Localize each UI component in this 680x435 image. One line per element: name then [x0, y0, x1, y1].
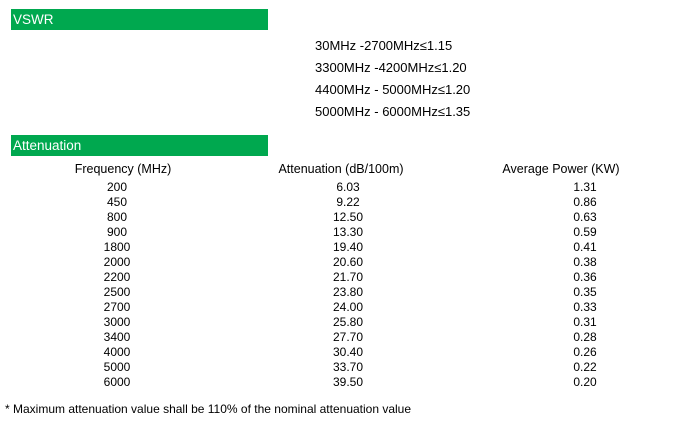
cell-average-power: 0.36	[573, 270, 597, 284]
vswr-spec-line: 4400MHz - 5000MHz≤1.20	[315, 82, 471, 97]
cell-attenuation: 23.80	[332, 285, 364, 299]
column-header-attenuation: Attenuation (dB/100m)	[278, 162, 404, 176]
cell-attenuation: 33.70	[332, 360, 364, 374]
cell-attenuation: 19.40	[332, 240, 364, 254]
vswr-spec-line: 3300MHz -4200MHz≤1.20	[315, 60, 467, 75]
cell-attenuation: 21.70	[332, 270, 364, 284]
cell-average-power: 1.31	[573, 180, 597, 194]
attenuation-section-header: Attenuation	[11, 135, 268, 156]
cell-frequency: 3000	[103, 315, 131, 329]
cell-average-power: 0.59	[573, 225, 597, 239]
table-row: 2500 23.80 0.35	[0, 285, 680, 300]
cell-frequency: 200	[106, 180, 128, 194]
vswr-section-header: VSWR	[11, 9, 268, 30]
cell-attenuation: 13.30	[332, 225, 364, 239]
cell-frequency: 4000	[103, 345, 131, 359]
table-row: 5000 33.70 0.22	[0, 360, 680, 375]
table-row: 6000 39.50 0.20	[0, 375, 680, 390]
column-header-average-power: Average Power (KW)	[502, 162, 620, 176]
cell-average-power: 0.33	[573, 300, 597, 314]
cell-average-power: 0.41	[573, 240, 597, 254]
vswr-spec-line: 30MHz -2700MHz≤1.15	[315, 38, 453, 53]
cell-attenuation: 39.50	[332, 375, 364, 389]
cell-average-power: 0.26	[573, 345, 597, 359]
cell-average-power: 0.20	[573, 375, 597, 389]
cell-average-power: 0.86	[573, 195, 597, 209]
cell-attenuation: 9.22	[336, 195, 360, 209]
cell-average-power: 0.38	[573, 255, 597, 269]
cell-attenuation: 6.03	[336, 180, 360, 194]
table-row: 800 12.50 0.63	[0, 210, 680, 225]
table-row: 200 6.03 1.31	[0, 180, 680, 195]
table-row: 4000 30.40 0.26	[0, 345, 680, 360]
table-row: 2700 24.00 0.33	[0, 300, 680, 315]
table-row: 2200 21.70 0.36	[0, 270, 680, 285]
cell-attenuation: 24.00	[332, 300, 364, 314]
cell-average-power: 0.31	[573, 315, 597, 329]
cell-average-power: 0.35	[573, 285, 597, 299]
cell-frequency: 6000	[103, 375, 131, 389]
cell-frequency: 2700	[103, 300, 131, 314]
cell-frequency: 2200	[103, 270, 131, 284]
table-row: 3000 25.80 0.31	[0, 315, 680, 330]
cell-frequency: 5000	[103, 360, 131, 374]
cell-frequency: 1800	[103, 240, 131, 254]
table-row: 1800 19.40 0.41	[0, 240, 680, 255]
cell-frequency: 3400	[103, 330, 131, 344]
cell-average-power: 0.22	[573, 360, 597, 374]
cell-frequency: 450	[106, 195, 128, 209]
cell-frequency: 800	[106, 210, 128, 224]
column-header-frequency: Frequency (MHz)	[74, 162, 172, 176]
vswr-spec-lines: 30MHz -2700MHz≤1.15 3300MHz -4200MHz≤1.2…	[315, 35, 470, 123]
vswr-spec-line: 5000MHz - 6000MHz≤1.35	[315, 104, 471, 119]
attenuation-section-title: Attenuation	[13, 138, 82, 153]
cell-frequency: 900	[106, 225, 128, 239]
vswr-section-title: VSWR	[13, 12, 54, 27]
cell-attenuation: 30.40	[332, 345, 364, 359]
cell-attenuation: 27.70	[332, 330, 364, 344]
cell-attenuation: 25.80	[332, 315, 364, 329]
attenuation-table: 200 6.03 1.31 450 9.22 0.86 800 12.50 0.…	[0, 180, 680, 390]
cell-attenuation: 12.50	[332, 210, 364, 224]
cell-average-power: 0.63	[573, 210, 597, 224]
table-row: 900 13.30 0.59	[0, 225, 680, 240]
table-row: 3400 27.70 0.28	[0, 330, 680, 345]
cell-average-power: 0.28	[573, 330, 597, 344]
footnote: * Maximum attenuation value shall be 110…	[5, 402, 412, 416]
table-row: 2000 20.60 0.38	[0, 255, 680, 270]
cell-frequency: 2500	[103, 285, 131, 299]
table-row: 450 9.22 0.86	[0, 195, 680, 210]
cell-attenuation: 20.60	[332, 255, 364, 269]
cell-frequency: 2000	[103, 255, 131, 269]
